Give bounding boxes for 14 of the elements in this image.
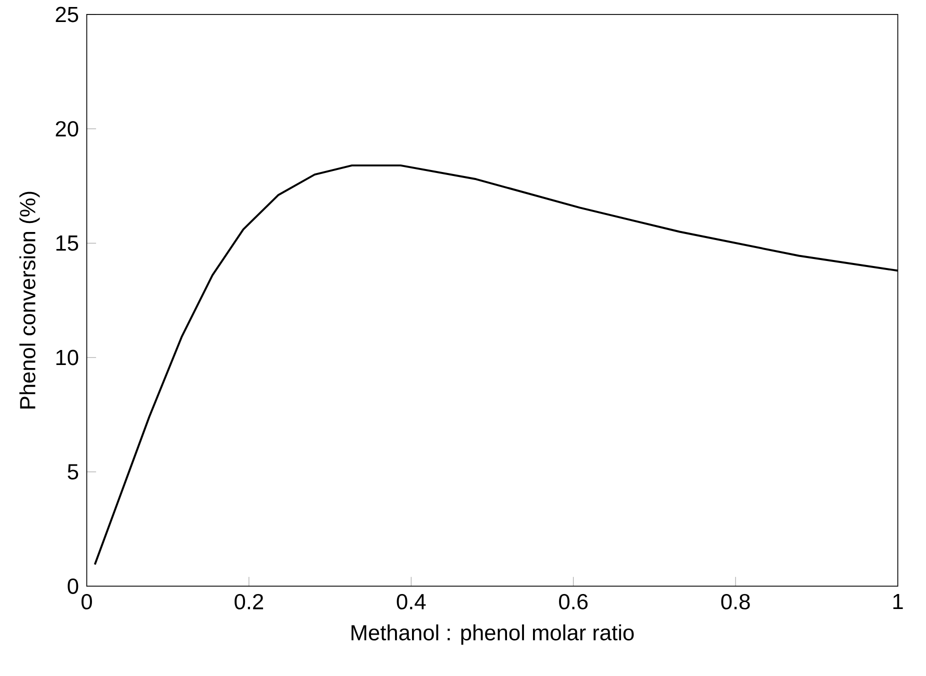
x-tick-label: 1	[893, 594, 903, 610]
y-tick-label: 5	[68, 464, 78, 480]
x-tick-label: 0.6	[559, 594, 588, 610]
y-axis-title: Phenol conversion (%)	[19, 192, 40, 409]
y-tick-label: 25	[56, 6, 78, 22]
x-tick-label: 0	[82, 594, 92, 610]
x-tick-label: 0.8	[721, 594, 750, 610]
y-tick-label: 10	[56, 350, 78, 366]
y-tick-label: 0	[68, 578, 78, 594]
x-axis-title: Methanol : phenol molar ratio	[352, 624, 634, 645]
x-tick-label: 0.4	[396, 594, 426, 610]
x-tick-label: 0.2	[234, 594, 264, 610]
y-tick-label: 20	[56, 121, 78, 137]
y-tick-label: 15	[56, 236, 78, 252]
